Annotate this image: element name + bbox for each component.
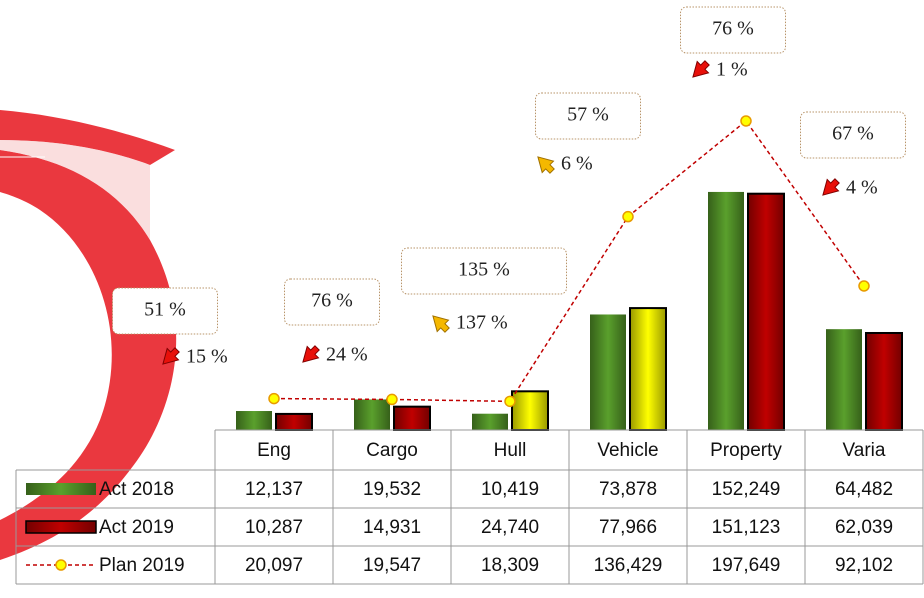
bar bbox=[393, 405, 431, 432]
ratio-box bbox=[284, 278, 380, 326]
change-arrow bbox=[162, 347, 180, 365]
table-value: 77,966 bbox=[599, 517, 657, 538]
table-value: 19,532 bbox=[363, 479, 421, 500]
ratio-box bbox=[401, 247, 567, 295]
plan-marker bbox=[504, 395, 516, 408]
legend-label: Plan 2019 bbox=[99, 555, 185, 576]
plan-marker bbox=[622, 210, 634, 223]
change-arrow bbox=[302, 345, 320, 363]
table-value: 152,249 bbox=[712, 479, 781, 500]
table-value: 64,482 bbox=[835, 479, 893, 500]
table-value: 62,039 bbox=[835, 517, 893, 538]
change-label: 15 % bbox=[186, 346, 228, 368]
arrow-shape bbox=[822, 178, 840, 196]
legend-label: Act 2019 bbox=[99, 517, 174, 538]
table-value: 12,137 bbox=[245, 479, 303, 500]
bar bbox=[747, 192, 785, 431]
arrow-shape bbox=[162, 347, 180, 365]
ratio-label: 76 % bbox=[712, 18, 754, 40]
category-label: Vehicle bbox=[597, 440, 658, 461]
background-swoosh-light bbox=[0, 140, 150, 240]
plan-marker bbox=[740, 115, 752, 127]
change-arrow bbox=[692, 60, 710, 78]
ratio-box bbox=[535, 92, 641, 140]
plan-marker bbox=[858, 280, 870, 292]
table-value: 197,649 bbox=[712, 555, 781, 576]
bar bbox=[472, 413, 508, 430]
category-label: Hull bbox=[494, 440, 527, 461]
table-value: 73,878 bbox=[599, 479, 657, 500]
change-label: 6 % bbox=[561, 153, 593, 175]
plan-marker bbox=[268, 392, 280, 405]
change-arrow bbox=[537, 156, 555, 174]
background-swoosh bbox=[0, 110, 177, 560]
bar bbox=[511, 390, 549, 432]
change-label: 1 % bbox=[716, 59, 748, 81]
change-arrow bbox=[432, 315, 450, 333]
ratio-label: 51 % bbox=[144, 299, 186, 321]
table-value: 151,123 bbox=[712, 517, 781, 538]
category-label: Cargo bbox=[366, 440, 418, 461]
category-label: Eng bbox=[257, 440, 291, 461]
table-value: 10,419 bbox=[481, 479, 539, 500]
ratio-label: 135 % bbox=[458, 259, 510, 281]
category-label: Varia bbox=[843, 440, 886, 461]
legend-swatch bbox=[25, 520, 97, 534]
table-value: 18,309 bbox=[481, 555, 539, 576]
table-value: 136,429 bbox=[594, 555, 663, 576]
legend-swatch bbox=[26, 483, 96, 495]
legend-marker bbox=[55, 559, 67, 571]
table-value: 20,097 bbox=[245, 555, 303, 576]
table-value: 24,740 bbox=[481, 517, 539, 538]
category-label: Property bbox=[710, 440, 782, 461]
arrow-shape bbox=[302, 345, 320, 363]
bar bbox=[236, 411, 272, 430]
table-value: 14,931 bbox=[363, 517, 421, 538]
change-label: 4 % bbox=[846, 177, 878, 199]
bar bbox=[826, 329, 862, 430]
table-value: 10,287 bbox=[245, 517, 303, 538]
bar bbox=[629, 307, 667, 432]
plan-marker bbox=[386, 393, 398, 406]
legend-label: Act 2018 bbox=[99, 479, 174, 500]
arrow-shape bbox=[692, 60, 710, 78]
bar bbox=[708, 191, 744, 430]
ratio-box bbox=[800, 111, 906, 159]
ratio-label: 76 % bbox=[311, 290, 353, 312]
arrow-shape bbox=[537, 156, 555, 174]
ratio-box bbox=[680, 6, 786, 54]
bar bbox=[590, 314, 626, 430]
bar bbox=[865, 331, 903, 431]
change-label: 24 % bbox=[326, 344, 368, 366]
bar bbox=[354, 399, 390, 430]
table-value: 19,547 bbox=[363, 555, 421, 576]
ratio-label: 67 % bbox=[832, 123, 874, 145]
ratio-box bbox=[112, 287, 218, 335]
bar bbox=[275, 412, 313, 432]
change-label: 137 % bbox=[456, 312, 508, 334]
ratio-label: 57 % bbox=[567, 104, 609, 126]
table-value: 92,102 bbox=[835, 555, 893, 576]
arrow-shape bbox=[432, 315, 450, 333]
plan-line bbox=[273, 119, 865, 403]
change-arrow bbox=[822, 178, 840, 196]
